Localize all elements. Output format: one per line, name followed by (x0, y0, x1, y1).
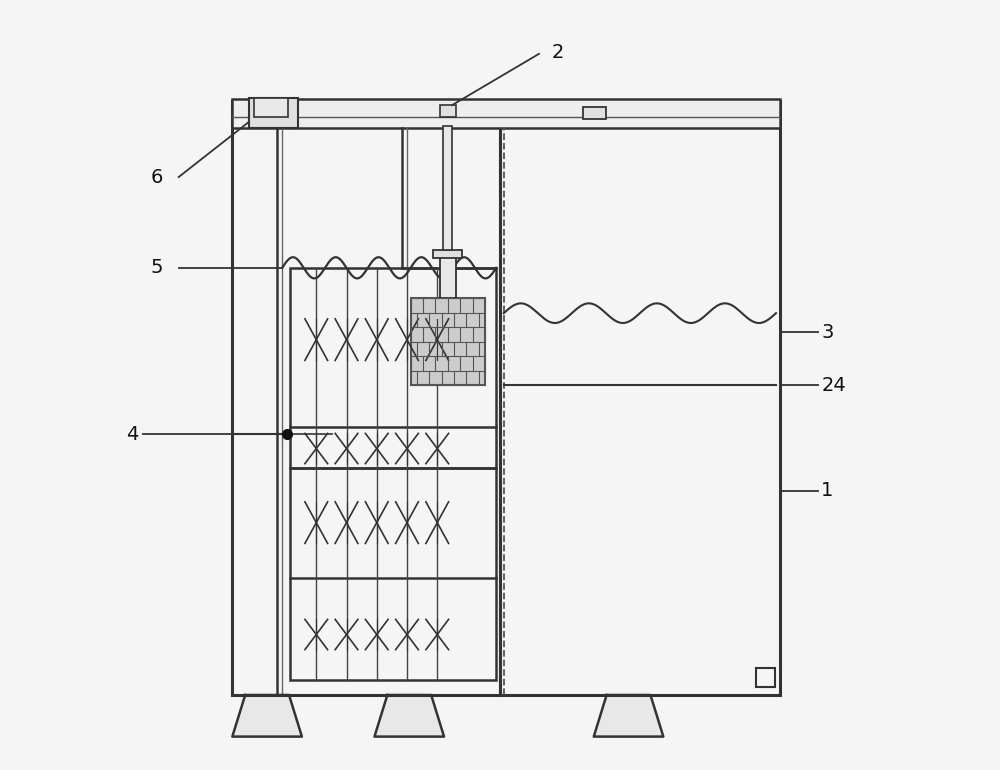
Text: 4: 4 (126, 424, 138, 444)
Bar (433, 250, 462, 258)
Bar (290, 268, 496, 468)
Bar (500, 102, 780, 695)
Bar (232, 102, 500, 695)
Polygon shape (374, 695, 444, 737)
Polygon shape (232, 695, 302, 737)
Bar (411, 298, 485, 385)
Bar (249, 98, 298, 128)
Bar (440, 105, 456, 116)
Text: 2: 2 (551, 43, 564, 62)
Polygon shape (594, 695, 663, 737)
Bar (290, 468, 496, 680)
Text: 3: 3 (821, 323, 834, 342)
Bar (443, 126, 452, 250)
Bar (232, 99, 780, 128)
Text: 5: 5 (151, 258, 163, 277)
Text: 6: 6 (151, 168, 163, 186)
Text: 24: 24 (821, 376, 846, 394)
Text: 1: 1 (821, 481, 834, 500)
Bar (440, 254, 456, 298)
Bar (254, 99, 288, 117)
Bar (583, 107, 606, 119)
Bar (756, 668, 775, 688)
